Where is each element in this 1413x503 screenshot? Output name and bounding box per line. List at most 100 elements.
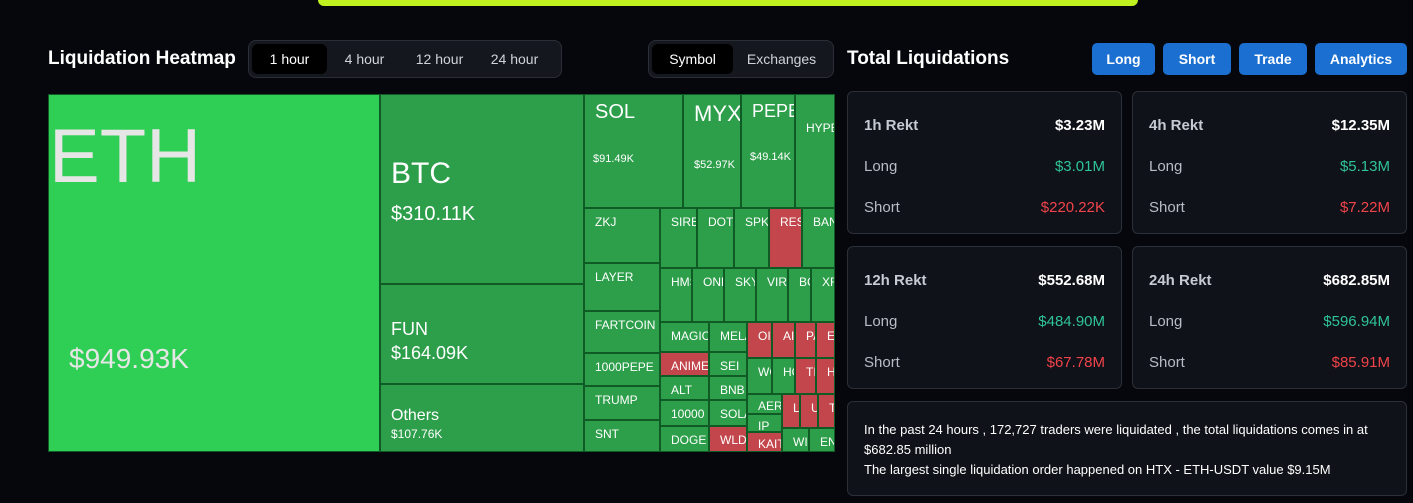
treemap-tile-fartcoin[interactable]: FARTCOIN <box>584 311 660 353</box>
treemap-tile-vir[interactable]: VIR <box>756 268 788 322</box>
tile-symbol: U <box>811 401 817 415</box>
tab-exchanges[interactable]: Exchanges <box>746 51 817 67</box>
treemap-tile-doge[interactable]: DOGE <box>660 426 709 452</box>
treemap-tile-pa[interactable]: PA <box>795 322 816 358</box>
treemap-tile-mela[interactable]: MELA <box>709 322 747 352</box>
treemap-tile-snt[interactable]: SNT <box>584 420 660 452</box>
treemap-tile-sol[interactable]: SOL $91.49K <box>584 94 683 208</box>
tile-symbol: SEI <box>720 359 740 373</box>
tab-12-hour[interactable]: 12 hour <box>415 51 464 67</box>
treemap-tile-bnb[interactable]: BNB <box>709 376 747 400</box>
tile-symbol: WI <box>793 435 808 449</box>
treemap-tile-kait[interactable]: KAIT <box>747 432 782 452</box>
treemap-tile-wld[interactable]: WLD <box>709 426 747 452</box>
short-button[interactable]: Short <box>1163 43 1231 75</box>
treemap-tile-spk[interactable]: SPK <box>734 208 769 268</box>
treemap-tile-aer[interactable]: AER <box>747 394 782 414</box>
treemap-tile-hype[interactable]: HYPE <box>795 94 835 208</box>
tile-symbol: Others <box>391 407 440 424</box>
tile-value: $107.76K <box>391 427 443 441</box>
card-long-label: Long <box>864 313 898 330</box>
tile-symbol: DOGE <box>671 433 707 447</box>
tab-1-hour[interactable]: 1 hour <box>252 44 327 74</box>
card-short-label: Short <box>1149 199 1185 216</box>
treemap-tile-xr[interactable]: XR <box>811 268 835 322</box>
treemap-tile-sky[interactable]: SKY <box>724 268 756 322</box>
tile-symbol: WC <box>758 365 771 379</box>
treemap-tile-hc[interactable]: HC <box>772 358 795 394</box>
top-banner <box>318 0 1138 6</box>
tile-symbol: HYPE <box>806 121 834 135</box>
analytics-button[interactable]: Analytics <box>1315 43 1407 75</box>
treemap-tile-ti[interactable]: TI <box>795 358 816 394</box>
treemap-tile-en[interactable]: EN <box>809 428 835 452</box>
tile-symbol: MAGIC <box>671 329 709 343</box>
treemap-tile-u[interactable]: U <box>800 394 818 428</box>
tile-symbol: AER <box>758 399 782 413</box>
tile-value: $52.97K <box>694 159 735 171</box>
treemap-tile-pepe[interactable]: PEPE $49.14K <box>741 94 795 208</box>
treemap-tile-wc[interactable]: WC <box>747 358 772 394</box>
tile-symbol: ZKJ <box>595 215 617 229</box>
treemap-tile-l[interactable]: L <box>782 394 800 428</box>
treemap-tile-hms[interactable]: HMS <box>660 268 692 322</box>
tab-4-hour[interactable]: 4 hour <box>344 51 385 67</box>
treemap-tile-sei[interactable]: SEI <box>709 352 747 376</box>
treemap-tile-eth[interactable]: ETH $949.93K <box>48 94 380 452</box>
tile-symbol: 10000 <box>671 407 705 421</box>
tile-symbol: SIRE <box>671 215 697 229</box>
tile-symbol: ALT <box>671 383 693 397</box>
tile-symbol: ANIME <box>671 359 709 373</box>
card-long-label: Long <box>864 158 898 175</box>
treemap-tile-t[interactable]: T <box>818 394 835 428</box>
treemap-tile-he[interactable]: HE <box>816 358 835 394</box>
treemap-tile-ip[interactable]: IP <box>747 414 782 432</box>
treemap-tile-res[interactable]: RES <box>769 208 802 268</box>
rekt-card-24h: 24h Rekt $682.85M Long $596.94M Short $85.9… <box>1132 246 1407 389</box>
tile-symbol: SNT <box>595 427 619 441</box>
card-total: $682.85M <box>1323 272 1390 289</box>
treemap-tile-others[interactable]: Others $107.76K <box>380 384 584 452</box>
tile-symbol: MYX <box>694 101 741 126</box>
tile-symbol: XR <box>822 275 834 289</box>
tile-symbol: OND <box>703 275 723 289</box>
tile-symbol: BC <box>799 275 810 289</box>
treemap-tile-zkj[interactable]: ZKJ <box>584 208 660 263</box>
treemap-tile-btc[interactable]: BTC $310.11K <box>380 94 584 284</box>
treemap-tile-magic[interactable]: MAGIC <box>660 322 709 352</box>
long-button[interactable]: Long <box>1092 43 1155 75</box>
treemap-tile-fun[interactable]: FUN $164.09K <box>380 284 584 384</box>
treemap-tile-layer[interactable]: LAYER <box>584 263 660 311</box>
treemap-tile-sire[interactable]: SIRE <box>660 208 697 268</box>
tab-symbol[interactable]: Symbol <box>652 44 734 74</box>
treemap-tile-bc[interactable]: BC <box>788 268 811 322</box>
treemap-tile-oi[interactable]: OI <box>747 322 772 358</box>
treemap-tile-myx[interactable]: MYX $52.97K <box>683 94 741 208</box>
card-short-label: Short <box>864 354 900 371</box>
treemap-tile-dot[interactable]: DOT <box>697 208 734 268</box>
treemap-tile-wi[interactable]: WI <box>782 428 809 452</box>
trade-button[interactable]: Trade <box>1239 43 1307 75</box>
tile-symbol: EI <box>827 329 835 343</box>
treemap-tile-alt[interactable]: ALT <box>660 376 709 400</box>
card-total: $552.68M <box>1038 272 1105 289</box>
card-period: 24h Rekt <box>1149 272 1212 289</box>
treemap-tile-sola[interactable]: SOLA <box>709 400 747 426</box>
treemap-tile-trump[interactable]: TRUMP <box>584 386 660 420</box>
tile-symbol: HC <box>783 365 794 379</box>
card-short-value: $7.22M <box>1339 199 1390 216</box>
treemap-tile-ei[interactable]: EI <box>816 322 835 358</box>
tile-symbol: SKY <box>735 275 755 289</box>
treemap-tile-10000[interactable]: 10000 <box>660 400 709 426</box>
tile-symbol: IP <box>758 419 770 432</box>
card-long-value: $5.13M <box>1339 158 1390 175</box>
liquidation-treemap: ETH $949.93K BTC $310.11K FUN $164.09K Others $… <box>48 94 835 452</box>
tile-symbol: BTC <box>391 157 451 190</box>
tile-symbol: VIR <box>767 275 788 289</box>
treemap-tile-anime[interactable]: ANIME <box>660 352 709 376</box>
treemap-tile-ai[interactable]: AI <box>772 322 795 358</box>
treemap-tile-ond[interactable]: OND <box>692 268 724 322</box>
treemap-tile-ban[interactable]: BAN <box>802 208 835 268</box>
tab-24-hour[interactable]: 24 hour <box>490 51 539 67</box>
treemap-tile-1000pepe[interactable]: 1000PEPE <box>584 353 660 386</box>
